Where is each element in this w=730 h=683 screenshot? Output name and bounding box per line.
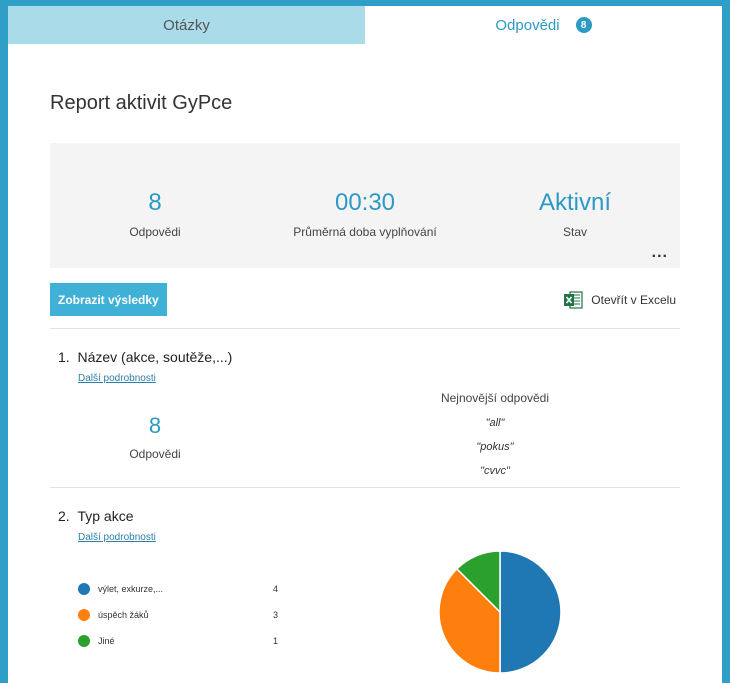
stat-status-value: Aktivní: [538, 189, 612, 216]
excel-icon: [563, 290, 583, 310]
page-title: Report aktivit GyPce: [50, 92, 233, 114]
legend-swatch: [78, 635, 90, 647]
legend-label: výlet, exkurze,...: [98, 584, 164, 594]
legend-count: 1: [272, 636, 278, 646]
stat-responses-label: Odpovědi: [129, 225, 181, 239]
stat-responses: 8 Odpovědi: [50, 143, 260, 268]
latest-response: "pokus": [476, 441, 514, 453]
question-1: 1. Název (akce, soutěže,...) Další podro…: [50, 329, 680, 487]
tab-questions-label: Otázky: [163, 16, 210, 34]
legend-entry: Jiné 1: [78, 628, 278, 654]
stat-avg-time-label: Průměrná doba vyplňování: [293, 225, 437, 239]
question-1-title: 1. Název (akce, soutěže,...): [58, 349, 233, 365]
show-results-button[interactable]: Zobrazit výsledky: [50, 283, 167, 316]
stat-avg-time: 00:30 Průměrná doba vyplňování: [260, 143, 470, 268]
pie-slice-2[interactable]: [438, 567, 501, 674]
tab-responses[interactable]: Odpovědi 8: [365, 6, 722, 44]
legend-count: 3: [272, 610, 278, 620]
tab-questions[interactable]: Otázky: [8, 6, 365, 44]
summary-panel: 8 Odpovědi 00:30 Průměrná doba vyplňován…: [50, 143, 680, 268]
responses-count-badge: 8: [575, 17, 592, 33]
legend-swatch: [78, 609, 90, 621]
latest-response: "cvvc": [480, 465, 510, 477]
open-in-excel-link[interactable]: Otevřít v Excelu: [563, 290, 676, 310]
form-report-panel: Otázky Odpovědi 8 Report aktivit GyPce 8…: [8, 6, 722, 683]
question-1-count-value: 8: [148, 413, 162, 438]
pie-slice-3[interactable]: [455, 550, 501, 614]
question-2-details-link[interactable]: Další podrobnosti: [78, 532, 156, 543]
question-1-details-link[interactable]: Další podrobnosti: [78, 373, 156, 384]
stat-status-label: Stav: [562, 225, 587, 239]
pie-slice-1[interactable]: [499, 550, 562, 674]
tab-bar: Otázky Odpovědi 8: [8, 6, 722, 44]
pie-chart: [438, 550, 562, 674]
question-2-title: 2. Typ akce: [58, 508, 134, 524]
action-bar: Zobrazit výsledky Otevřít v Excelu: [50, 283, 680, 316]
tab-responses-label: Odpovědi: [495, 16, 560, 34]
section-divider: [50, 487, 680, 488]
question-1-count-label: Odpovědi: [129, 447, 181, 461]
question-2: 2. Typ akce Další podrobnosti výlet, exk…: [50, 488, 680, 683]
legend-count: 4: [272, 584, 278, 594]
more-options-icon[interactable]: ...: [651, 244, 668, 261]
report-content: Report aktivit GyPce 8 Odpovědi 00:30 Pr…: [50, 44, 680, 683]
latest-responses-title: Nejnovější odpovědi: [440, 391, 550, 405]
legend-entry: výlet, exkurze,... 4: [78, 576, 278, 602]
question-1-response-count: 8 Odpovědi: [50, 413, 260, 461]
legend-label: Jiné: [98, 636, 115, 646]
legend-swatch: [78, 583, 90, 595]
legend-entry: úspěch žáků 3: [78, 602, 278, 628]
section-divider: [50, 328, 680, 329]
open-in-excel-label: Otevřít v Excelu: [591, 292, 676, 307]
legend-label: úspěch žáků: [98, 610, 149, 620]
stat-responses-value: 8: [148, 189, 162, 216]
stat-avg-time-value: 00:30: [334, 189, 396, 216]
chart-legend: výlet, exkurze,... 4 úspěch žáků 3 Jiné …: [78, 576, 278, 654]
latest-responses: Nejnovější odpovědi "all" "pokus" "cvvc": [370, 391, 620, 477]
latest-response: "all": [485, 417, 505, 429]
stat-status: Aktivní Stav: [470, 143, 680, 268]
